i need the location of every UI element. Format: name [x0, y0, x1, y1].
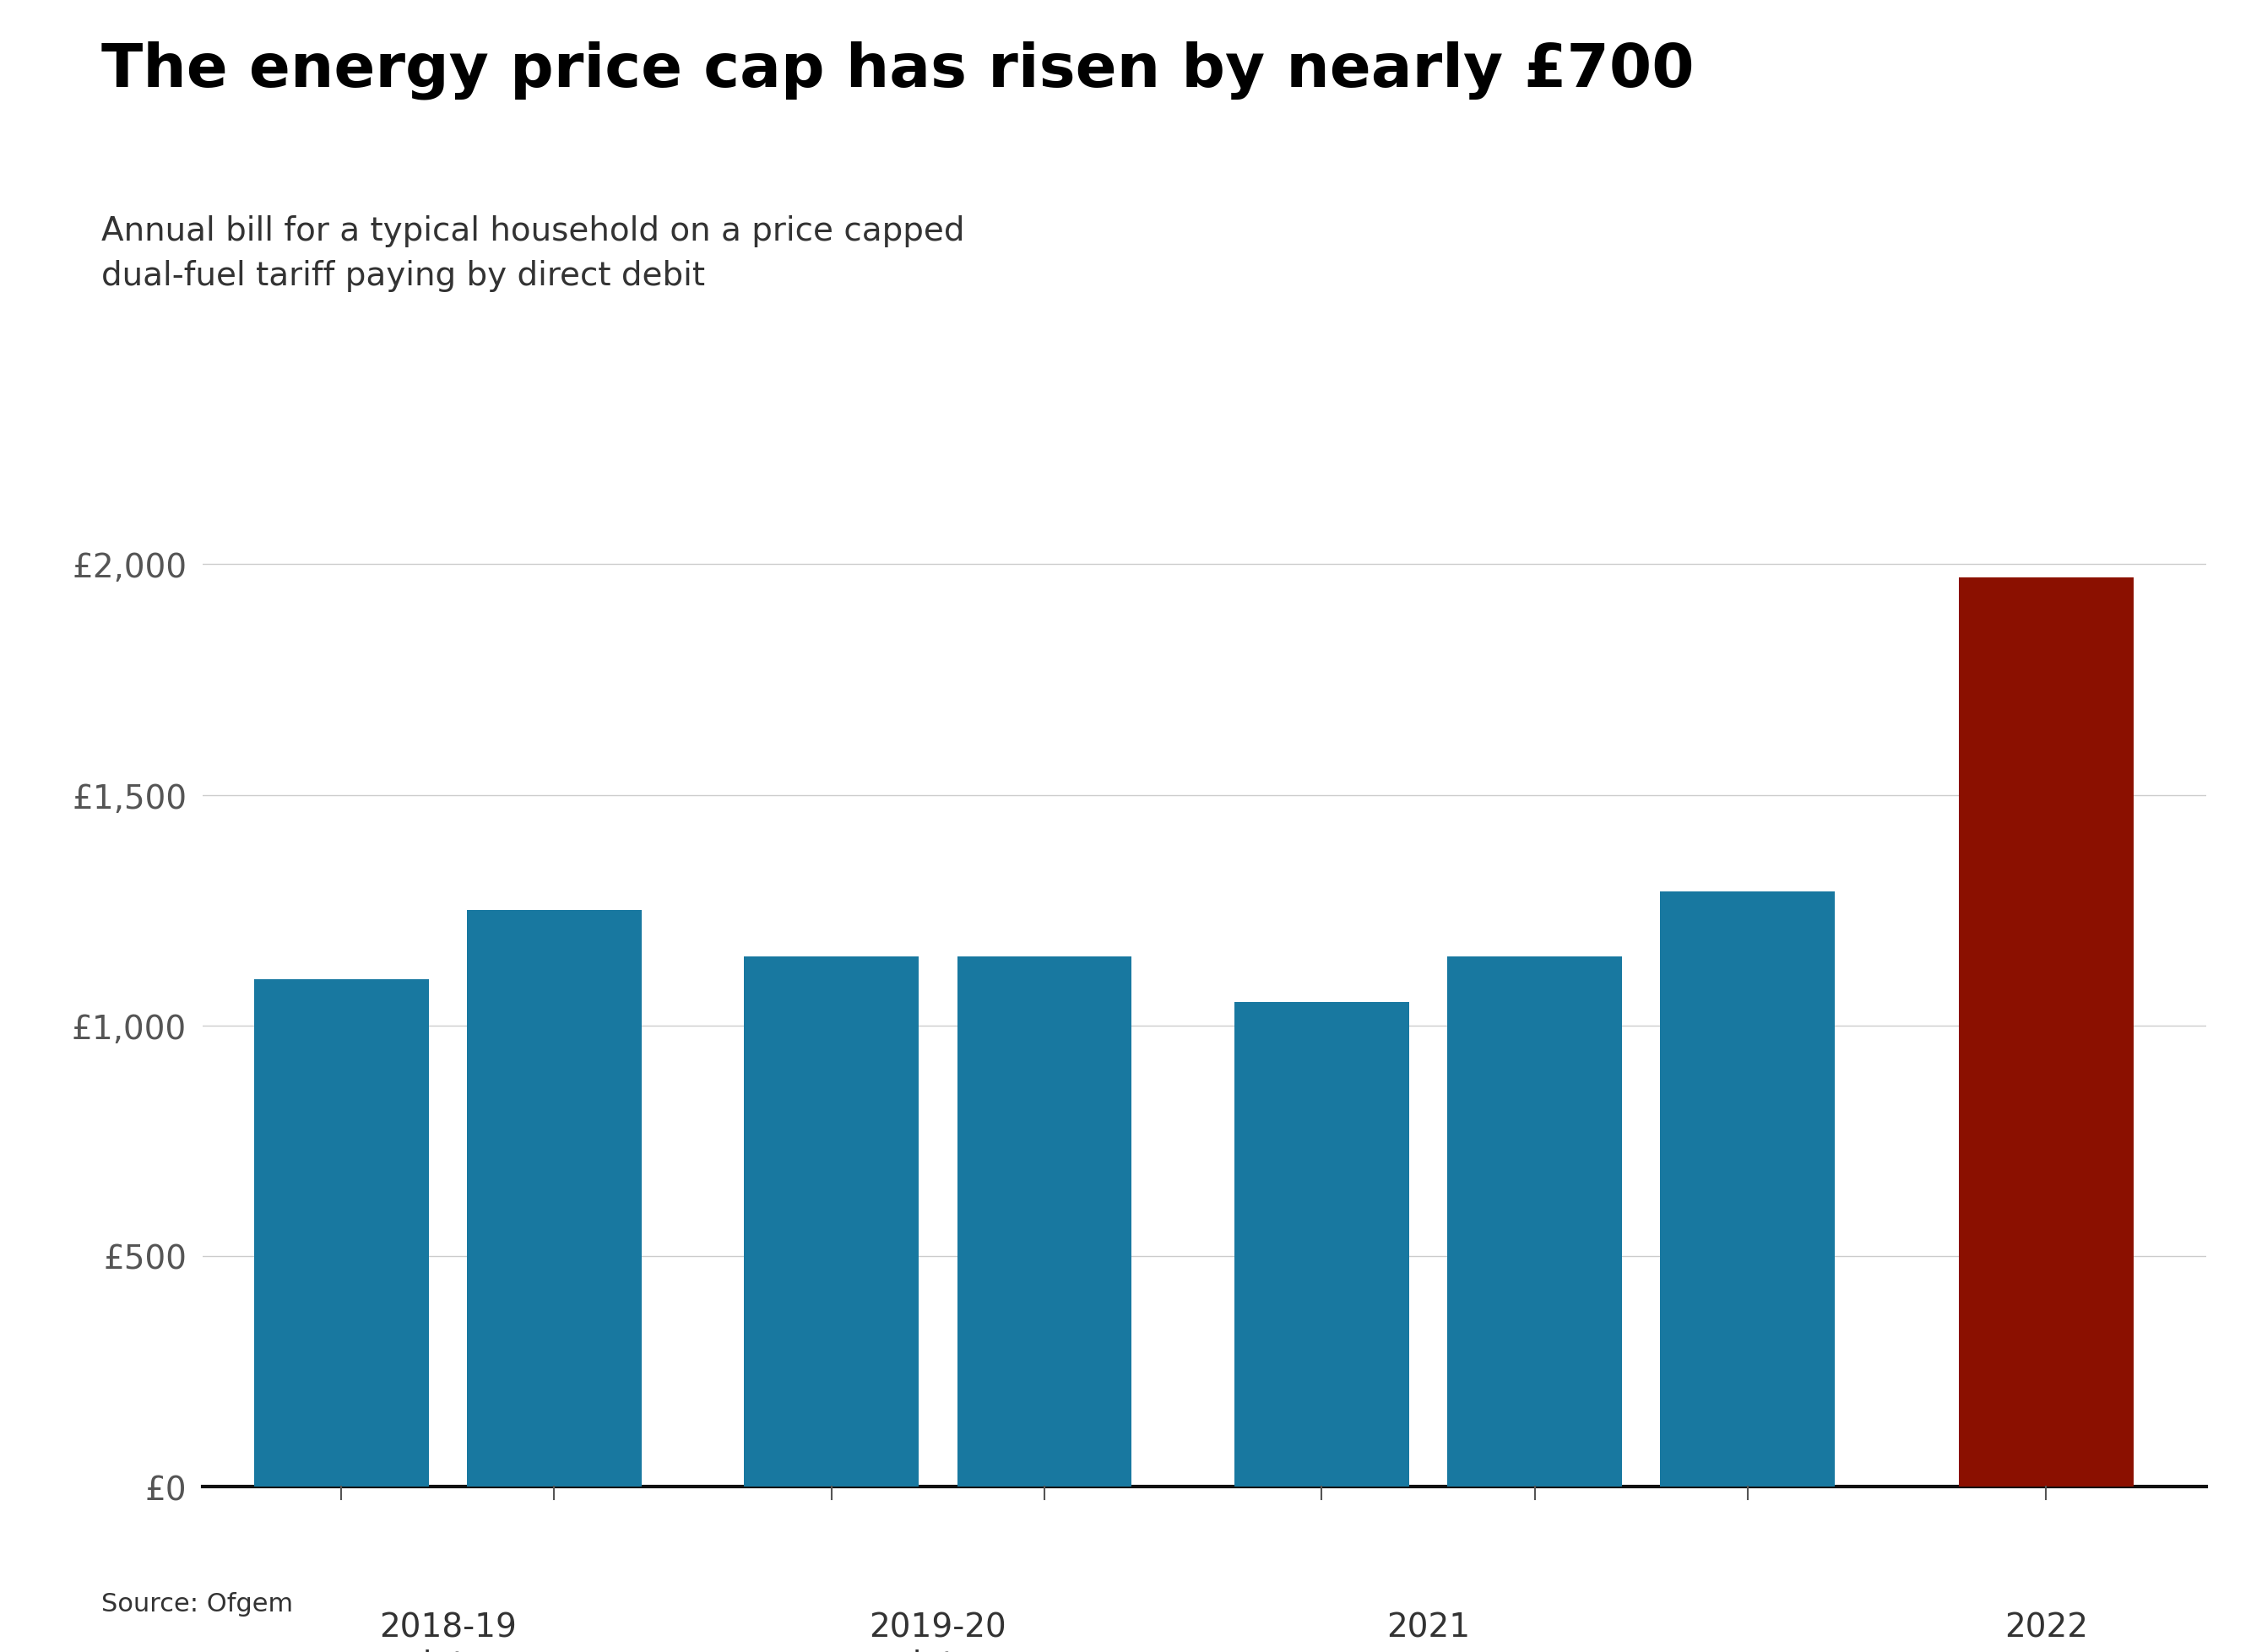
Bar: [1447, 957, 1623, 1487]
Text: 2019-20
winter: 2019-20 winter: [869, 1611, 1006, 1652]
Text: 2018-19
winter: 2018-19 winter: [378, 1611, 515, 1652]
Text: BBC: BBC: [2035, 1571, 2127, 1609]
Bar: [466, 910, 642, 1487]
Text: The energy price cap has risen by nearly £700: The energy price cap has risen by nearly…: [101, 41, 1695, 99]
Bar: [254, 980, 428, 1487]
Bar: [1661, 892, 1835, 1487]
Bar: [743, 957, 918, 1487]
Text: Source: Ofgem: Source: Ofgem: [101, 1591, 293, 1616]
Text: 2021
summer: 2021 summer: [1360, 1611, 1495, 1652]
Bar: [1958, 578, 2134, 1487]
Text: Annual bill for a typical household on a price capped
dual-fuel tariff paying by: Annual bill for a typical household on a…: [101, 215, 966, 291]
Text: 2022
summer: 2022 summer: [1979, 1611, 2114, 1652]
Bar: [1234, 1003, 1409, 1487]
Bar: [957, 957, 1132, 1487]
